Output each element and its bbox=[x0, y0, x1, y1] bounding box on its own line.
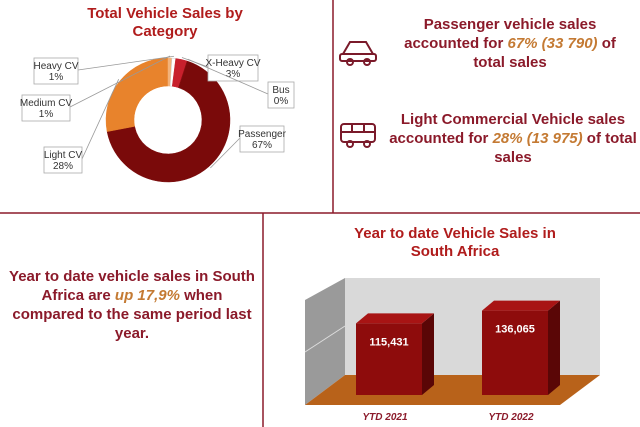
panel-text: Passenger vehicle sales accounted for 67… bbox=[395, 15, 625, 72]
value-label: 28% bbox=[53, 161, 73, 172]
panel-text: Light Commercial Vehicle sales accounted… bbox=[388, 110, 638, 167]
bar-top bbox=[356, 313, 434, 324]
value-label: 1% bbox=[39, 109, 54, 120]
panel-text: Year to date vehicle sales in South Afri… bbox=[8, 267, 256, 343]
highlight: 28% (13 975) bbox=[492, 130, 583, 147]
label-box bbox=[267, 81, 295, 109]
donut-title: Total Vehicle Sales by Category bbox=[87, 5, 243, 40]
label-box bbox=[43, 146, 83, 174]
x-tick-label: YTD 2021 bbox=[362, 412, 407, 423]
bar-side bbox=[422, 313, 434, 395]
category-label: Passenger bbox=[238, 129, 286, 140]
category-label: Medium CV bbox=[20, 98, 73, 109]
bar bbox=[482, 310, 548, 395]
value-label: 136,065 bbox=[495, 324, 535, 336]
value-label: 3% bbox=[226, 69, 241, 80]
bar-side bbox=[548, 300, 560, 395]
data-label: Medium CV1% bbox=[20, 55, 171, 122]
bar-title: Year to date Vehicle Sales in South Afri… bbox=[354, 225, 556, 260]
label-box bbox=[207, 54, 259, 82]
car-icon bbox=[339, 41, 377, 66]
data-label: X-Heavy CV3% bbox=[181, 54, 261, 82]
value-label: 67% bbox=[252, 140, 272, 151]
x-tick-label: YTD 2022 bbox=[488, 412, 533, 423]
text: of total sales bbox=[473, 35, 616, 71]
value-label: 1% bbox=[49, 72, 64, 83]
leader-line bbox=[187, 58, 269, 95]
text: Passenger vehicle sales accounted for bbox=[404, 16, 597, 52]
text: Light Commercial Vehicle sales accounted… bbox=[389, 111, 626, 147]
donut-slice bbox=[105, 57, 169, 132]
bar bbox=[356, 323, 422, 395]
label-box bbox=[33, 57, 79, 85]
value-label: 115,431 bbox=[369, 336, 408, 348]
leader-line bbox=[81, 79, 120, 160]
leader-line bbox=[69, 55, 171, 108]
bus-icon bbox=[340, 123, 376, 148]
category-label: Light CV bbox=[44, 150, 83, 161]
text: when compared to the same period last ye… bbox=[12, 287, 252, 342]
category-label: Bus bbox=[272, 85, 289, 96]
donut-slice bbox=[106, 60, 231, 183]
highlight: 67% (33 790) bbox=[507, 35, 598, 52]
text: of total sales bbox=[494, 130, 637, 166]
data-label: Heavy CV1% bbox=[33, 55, 175, 85]
leader-line bbox=[77, 55, 175, 71]
leader-line bbox=[210, 137, 241, 169]
label-box bbox=[239, 125, 285, 153]
category-label: X-Heavy CV bbox=[205, 58, 260, 69]
donut-slice bbox=[178, 60, 188, 88]
label-box bbox=[21, 94, 71, 122]
text: Year to date vehicle sales in South Afri… bbox=[9, 268, 255, 304]
bar-top bbox=[482, 300, 560, 311]
category-label: Heavy CV bbox=[33, 61, 78, 72]
highlight: up 17,9% bbox=[114, 287, 180, 304]
value-label: 0% bbox=[274, 96, 289, 107]
